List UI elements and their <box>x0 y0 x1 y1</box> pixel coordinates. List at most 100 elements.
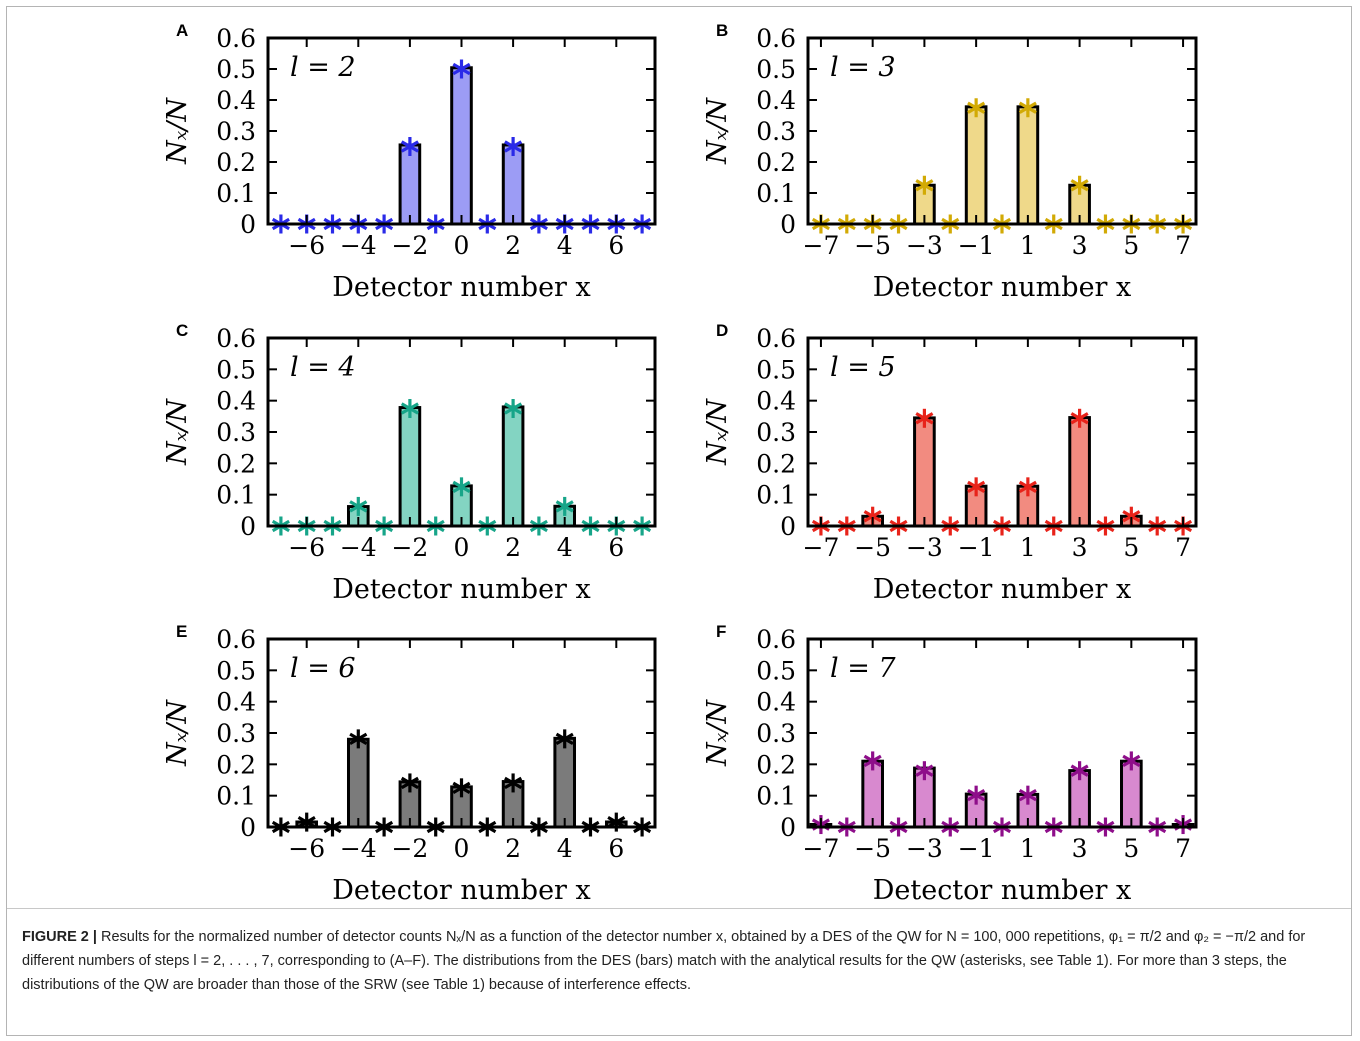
x-tick-label: 3 <box>1072 834 1088 863</box>
qw-marker <box>1122 751 1141 771</box>
x-tick-label: 6 <box>608 834 624 863</box>
qw-marker <box>915 761 934 781</box>
bar <box>398 406 422 528</box>
y-tick-label: 0.5 <box>756 355 796 384</box>
qw-marker <box>400 137 419 156</box>
y-axis-label: Nₓ/N <box>162 398 193 466</box>
qw-marker <box>452 59 471 79</box>
figure-frame <box>6 6 1352 1036</box>
y-tick-label: 0.6 <box>216 24 256 53</box>
bar <box>1120 759 1143 829</box>
qw-marker <box>504 137 523 156</box>
qw-marker <box>915 408 934 428</box>
panel-label: B <box>716 21 728 40</box>
caption-separator <box>7 908 1351 909</box>
x-axis-label: Detector number x <box>873 875 1132 905</box>
bar <box>1016 105 1040 226</box>
qw-marker <box>967 477 986 497</box>
qw-marker <box>915 175 934 195</box>
x-tick-label: −4 <box>340 533 377 562</box>
y-tick-label: 0.3 <box>216 418 256 447</box>
y-tick-label: 0.2 <box>216 148 256 177</box>
y-tick-label: 0.1 <box>756 481 796 510</box>
y-tick-label: 0 <box>240 210 256 239</box>
bar <box>1068 416 1091 528</box>
caption-label: FIGURE 2 | <box>22 929 97 945</box>
y-tick-label: 0.3 <box>756 117 796 146</box>
y-tick-label: 0.1 <box>216 481 256 510</box>
y-tick-label: 0.2 <box>756 449 796 478</box>
qw-marker <box>1070 175 1089 195</box>
y-tick-label: 0.4 <box>216 387 256 416</box>
step-annotation: l = 2 <box>290 52 356 83</box>
x-tick-label: −3 <box>906 231 943 260</box>
x-tick-label: −1 <box>958 533 995 562</box>
x-axis-label: Detector number x <box>873 272 1132 303</box>
y-tick-label: 0 <box>780 512 796 541</box>
y-tick-label: 0.2 <box>756 750 796 779</box>
y-tick-label: 0.6 <box>756 324 796 353</box>
y-tick-label: 0.5 <box>216 656 256 685</box>
qw-marker <box>504 399 523 418</box>
y-tick-label: 0.6 <box>756 625 796 654</box>
bar <box>450 66 473 226</box>
qw-marker <box>349 496 368 516</box>
qw-marker <box>1018 98 1037 118</box>
figure-caption: FIGURE 2 | Results for the normalized nu… <box>22 925 1340 997</box>
x-tick-label: −5 <box>854 533 891 562</box>
y-tick-label: 0.4 <box>216 86 256 115</box>
x-tick-label: 3 <box>1072 231 1088 260</box>
y-tick-label: 0.3 <box>756 418 796 447</box>
panel-d: 00.1 0.20.30.4 0.50.6 −7 −5 −3 −1 1 3 5 7 Detector … <box>702 321 1198 605</box>
x-tick-label: −1 <box>958 231 995 260</box>
y-axis-label: Nₓ/N <box>702 699 733 767</box>
x-tick-label: 4 <box>557 231 573 260</box>
x-tick-label: 1 <box>1020 231 1036 260</box>
x-tick-label: −7 <box>803 533 840 562</box>
x-tick-label: 0 <box>454 533 470 562</box>
qw-marker <box>967 785 986 805</box>
y-tick-label: 0 <box>240 813 256 842</box>
x-axis-label: Detector number x <box>873 574 1132 605</box>
y-tick-label: 0.1 <box>756 179 796 208</box>
x-tick-label: 1 <box>1020 533 1036 562</box>
x-tick-label: 6 <box>608 533 624 562</box>
x-tick-label: −5 <box>854 231 891 260</box>
x-tick-label: −3 <box>906 834 943 863</box>
x-tick-label: 2 <box>505 834 521 863</box>
x-tick-label: 7 <box>1175 533 1191 562</box>
x-tick-label: 5 <box>1123 533 1139 562</box>
x-tick-label: 7 <box>1175 834 1191 863</box>
y-tick-label: 0 <box>780 210 796 239</box>
x-tick-label: −6 <box>288 834 325 863</box>
bar <box>553 736 577 829</box>
qw-marker <box>400 773 419 793</box>
y-tick-label: 0.3 <box>756 719 796 748</box>
qw-marker <box>1070 761 1089 781</box>
bar <box>861 759 884 829</box>
y-axis-label: Nₓ/N <box>702 398 733 466</box>
x-tick-label: 4 <box>557 533 573 562</box>
panel-label: E <box>176 622 187 641</box>
panel-label: A <box>176 21 188 40</box>
y-tick-label: 0.1 <box>216 782 256 811</box>
step-annotation: l = 3 <box>830 52 896 83</box>
x-tick-label: −7 <box>803 834 840 863</box>
y-tick-label: 0.4 <box>216 688 256 717</box>
y-tick-label: 0.4 <box>756 387 796 416</box>
x-tick-label: −7 <box>803 231 840 260</box>
x-tick-label: −2 <box>391 231 428 260</box>
step-annotation: l = 5 <box>830 352 896 383</box>
y-tick-label: 0.6 <box>756 24 796 53</box>
bar <box>964 105 988 226</box>
x-tick-label: 0 <box>454 231 470 260</box>
qw-marker <box>1018 477 1037 497</box>
bar <box>501 143 525 226</box>
x-tick-label: 4 <box>557 834 573 863</box>
panel-label: D <box>716 321 728 340</box>
step-annotation: l = 4 <box>290 352 356 383</box>
